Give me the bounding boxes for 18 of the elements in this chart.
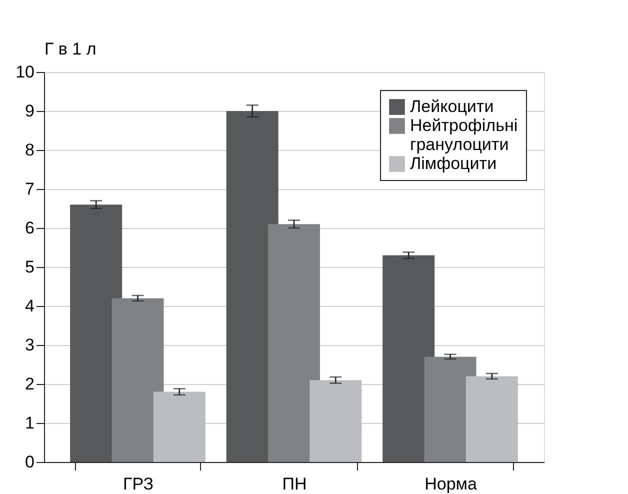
y-tick-label: 6 <box>25 218 34 238</box>
y-axis-title: Г в 1 л <box>44 40 96 58</box>
x-tick-label: Норма <box>424 474 478 494</box>
y-tick-label: 8 <box>25 140 34 160</box>
y-tick-label: 2 <box>25 374 34 394</box>
y-tick-label: 7 <box>25 180 34 198</box>
y-tick-label: 0 <box>25 452 34 472</box>
y-tick-label: 5 <box>25 258 34 276</box>
legend-label: Лімфоцити <box>410 154 497 173</box>
y-tick-label: 4 <box>25 296 34 316</box>
x-tick-label: ПН <box>282 474 307 494</box>
y-tick-label: 3 <box>25 336 34 354</box>
x-tick-label: ГРЗ <box>123 474 154 494</box>
y-tick-label: 1 <box>25 414 34 432</box>
y-tick-label: 9 <box>25 102 34 120</box>
legend-label: Лейкоцити <box>410 97 494 116</box>
y-tick-label: 10 <box>16 62 34 82</box>
legend-label: Нейтрофільні гранулоцити <box>410 116 518 154</box>
